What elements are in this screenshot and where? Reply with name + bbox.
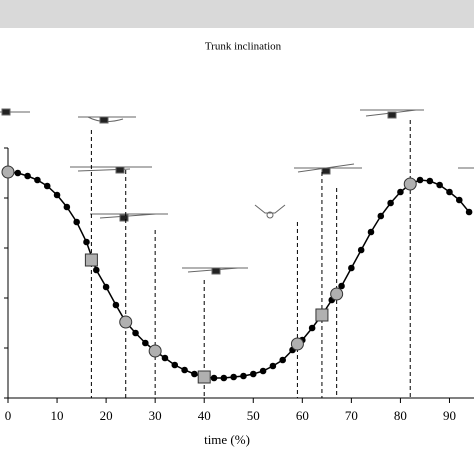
- data-point: [191, 370, 198, 378]
- data-point: [348, 264, 355, 272]
- data-point: [397, 188, 404, 196]
- data-point: [308, 324, 316, 332]
- x-tick-label: 20: [100, 408, 113, 423]
- data-point: [63, 203, 71, 211]
- chart-title: Trunk inclination: [205, 41, 282, 53]
- data-point: [465, 208, 473, 216]
- data-point: [230, 373, 237, 381]
- data-point: [416, 176, 424, 184]
- x-tick-label: 50: [247, 408, 260, 423]
- data-point: [269, 362, 277, 370]
- event-marker: [148, 344, 162, 358]
- event-marker: [403, 177, 417, 191]
- event-marker: [330, 287, 344, 301]
- data-point: [279, 356, 286, 364]
- event-marker: [1, 165, 15, 179]
- event-marker: [290, 337, 304, 351]
- data-point: [102, 283, 110, 291]
- data-point: [357, 246, 365, 254]
- swimmer-icons: [0, 108, 474, 275]
- data-point: [24, 172, 31, 180]
- data-point: [161, 354, 169, 362]
- data-point: [181, 366, 188, 374]
- x-tick-label: 40: [198, 408, 211, 423]
- data-point: [387, 199, 394, 207]
- x-axis-label: time (%): [204, 432, 250, 447]
- x-tick-label: 80: [394, 408, 407, 423]
- data-point: [171, 361, 179, 369]
- data-point: [43, 182, 51, 190]
- data-point: [220, 374, 228, 382]
- data-point: [53, 191, 61, 199]
- x-tick-label: 70: [345, 408, 358, 423]
- data-point: [249, 370, 257, 378]
- event-marker: [315, 308, 329, 322]
- data-point: [455, 196, 463, 204]
- event-marker: [84, 253, 98, 267]
- data-point: [34, 176, 41, 184]
- data-point: [112, 301, 120, 309]
- top-band: [0, 0, 474, 28]
- data-point: [426, 177, 434, 185]
- x-tick-label: 90: [443, 408, 456, 423]
- data-point: [240, 372, 247, 380]
- data-point: [14, 169, 22, 177]
- data-point: [132, 329, 139, 337]
- x-tick-label: 30: [149, 408, 162, 423]
- event-marker: [119, 315, 133, 329]
- data-point: [377, 212, 385, 220]
- event-marker: [197, 370, 211, 384]
- x-tick-label: 60: [296, 408, 309, 423]
- data-point: [92, 266, 100, 274]
- data-point: [210, 374, 218, 382]
- data-point: [73, 218, 80, 226]
- x-tick-label: 0: [5, 408, 12, 423]
- data-point: [367, 228, 375, 236]
- data-point: [259, 367, 267, 375]
- data-point: [338, 282, 345, 290]
- x-tick-label: 10: [51, 408, 64, 423]
- data-point: [142, 339, 149, 347]
- data-point: [436, 181, 443, 189]
- data-point: [446, 188, 453, 196]
- data-point: [83, 238, 90, 246]
